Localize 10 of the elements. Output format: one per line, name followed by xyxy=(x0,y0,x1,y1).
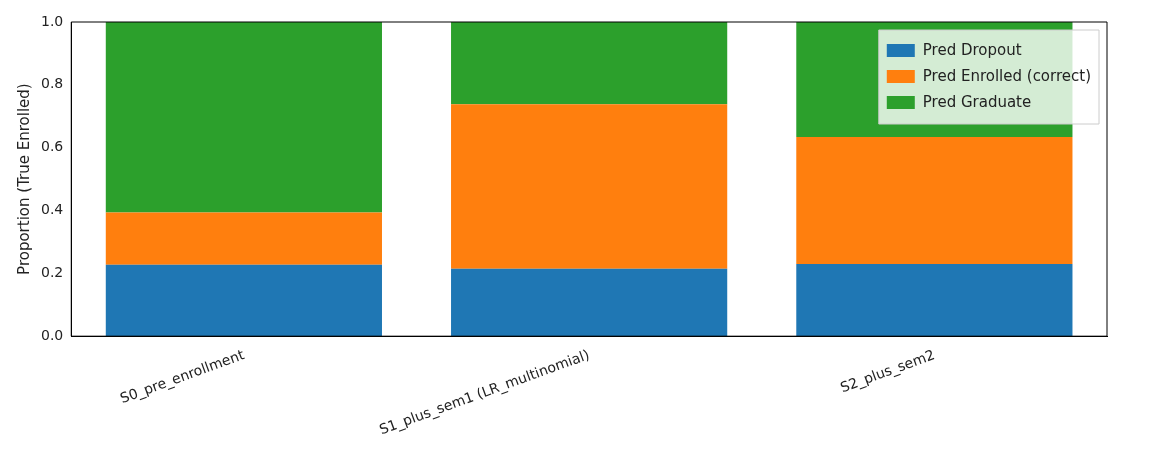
y-tick-label: 1.0 xyxy=(41,12,64,29)
y-tick-label: 0.4 xyxy=(41,201,64,218)
legend-label: Pred Graduate xyxy=(922,92,1032,111)
y-axis-title: Proportion (True Enrolled) xyxy=(14,83,33,275)
legend-label: Pred Dropout xyxy=(922,40,1022,59)
y-tick-label: 0.6 xyxy=(41,138,64,155)
legend-label: Pred Enrolled (correct) xyxy=(922,66,1091,85)
y-tick-label: 0.0 xyxy=(41,326,64,343)
y-tick-label: 0.8 xyxy=(41,75,64,92)
y-tick-label: 0.2 xyxy=(41,263,64,280)
